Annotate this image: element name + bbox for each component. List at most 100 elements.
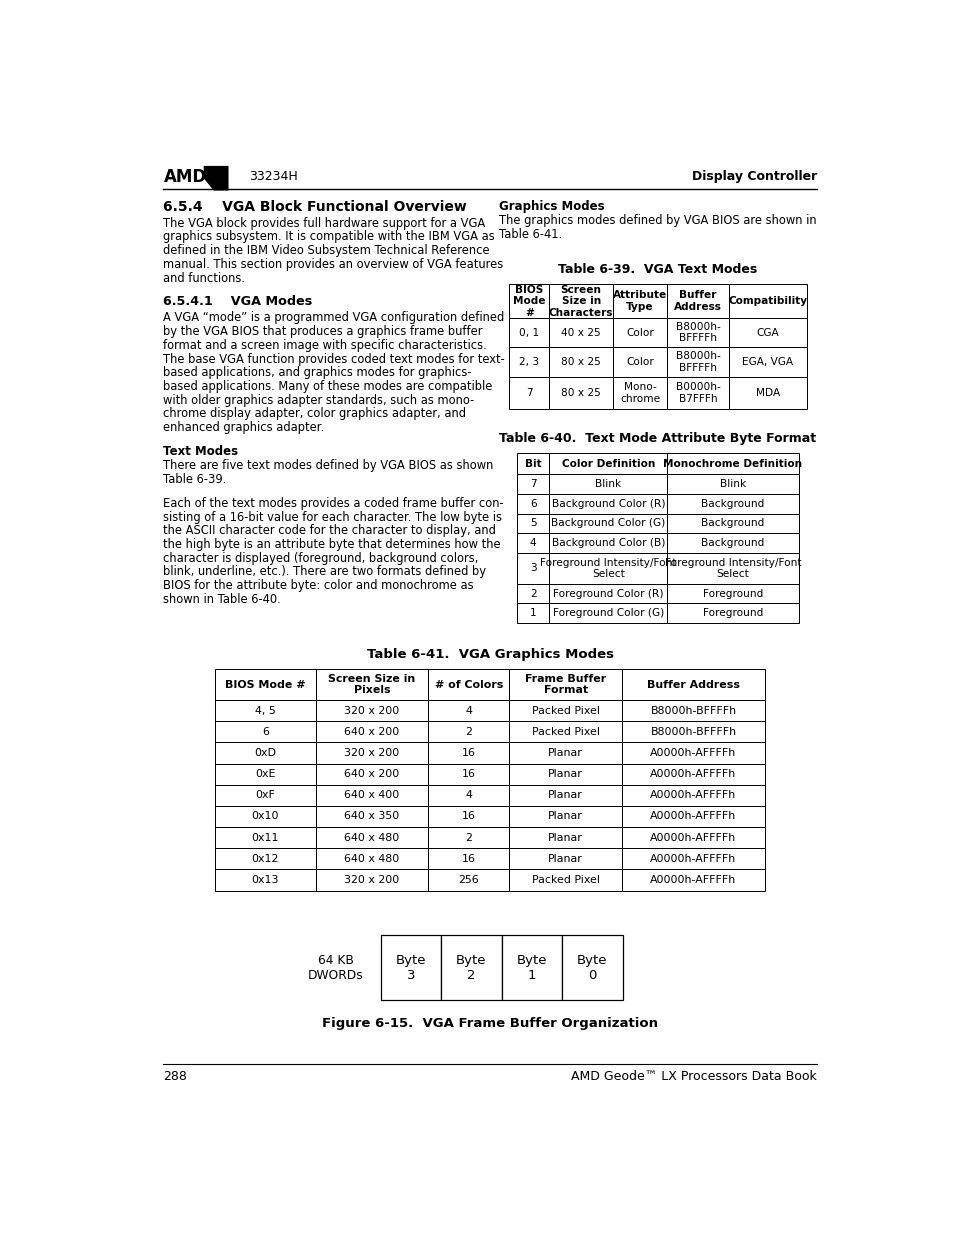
Text: 640 x 200: 640 x 200 — [344, 769, 399, 779]
Bar — [509, 700, 621, 721]
Text: Foreground Intensity/Font
Select: Foreground Intensity/Font Select — [539, 557, 676, 579]
Text: BIOS
Mode
#: BIOS Mode # — [513, 284, 545, 317]
Text: Table 6-41.  VGA Graphics Modes: Table 6-41. VGA Graphics Modes — [366, 647, 613, 661]
Text: Background Color (B): Background Color (B) — [551, 538, 664, 548]
Text: based applications. Many of these modes are compatible: based applications. Many of these modes … — [163, 380, 493, 393]
Text: 33234H: 33234H — [249, 170, 297, 183]
Bar — [549, 284, 612, 319]
Text: Background: Background — [700, 538, 764, 548]
Bar — [428, 827, 509, 848]
Polygon shape — [204, 165, 229, 190]
Text: 320 x 200: 320 x 200 — [344, 748, 399, 758]
Text: Table 6-39.  VGA Text Modes: Table 6-39. VGA Text Modes — [558, 263, 757, 277]
Bar — [549, 514, 666, 534]
Text: format and a screen image with specific characteristics.: format and a screen image with specific … — [163, 338, 487, 352]
Text: Packed Pixel: Packed Pixel — [531, 705, 599, 715]
Text: Byte
3: Byte 3 — [395, 953, 426, 982]
Bar — [509, 827, 621, 848]
Bar — [549, 553, 666, 584]
Bar — [315, 700, 428, 721]
Text: Planar: Planar — [548, 769, 582, 779]
Text: 7: 7 — [529, 479, 536, 489]
Text: Buffer Address: Buffer Address — [646, 679, 740, 689]
Bar — [728, 284, 806, 319]
Bar — [509, 763, 621, 784]
Text: # of Colors: # of Colors — [435, 679, 502, 689]
Text: Frame Buffer
Format: Frame Buffer Format — [524, 674, 605, 695]
Text: Byte
1: Byte 1 — [517, 953, 547, 982]
Text: Planar: Planar — [548, 790, 582, 800]
Bar — [621, 742, 764, 763]
Text: Foreground Intensity/Font
Select: Foreground Intensity/Font Select — [664, 557, 801, 579]
Text: Screen
Size in
Characters: Screen Size in Characters — [548, 284, 613, 317]
Text: The VGA block provides full hardware support for a VGA: The VGA block provides full hardware sup… — [163, 216, 485, 230]
Bar — [380, 935, 441, 1000]
Bar — [549, 453, 666, 474]
Bar — [214, 784, 315, 806]
Text: 0, 1: 0, 1 — [518, 327, 538, 337]
Bar — [621, 763, 764, 784]
Text: Figure 6-15.  VGA Frame Buffer Organization: Figure 6-15. VGA Frame Buffer Organizati… — [322, 1018, 658, 1030]
Bar — [428, 700, 509, 721]
Text: A0000h-AFFFFh: A0000h-AFFFFh — [650, 748, 736, 758]
Text: AMD: AMD — [163, 168, 207, 185]
Text: Byte
2: Byte 2 — [456, 953, 486, 982]
Text: the ASCII character code for the character to display, and: the ASCII character code for the charact… — [163, 525, 496, 537]
Text: Color Definition: Color Definition — [561, 458, 655, 468]
Bar — [666, 453, 798, 474]
Bar — [549, 584, 666, 604]
Bar — [621, 700, 764, 721]
Text: Planar: Planar — [548, 748, 582, 758]
Text: sisting of a 16-bit value for each character. The low byte is: sisting of a 16-bit value for each chara… — [163, 510, 502, 524]
Text: The graphics modes defined by VGA BIOS are shown in: The graphics modes defined by VGA BIOS a… — [498, 215, 816, 227]
Text: the high byte is an attribute byte that determines how the: the high byte is an attribute byte that … — [163, 538, 500, 551]
Text: Blink: Blink — [720, 479, 745, 489]
Text: B8000h-BFFFFh: B8000h-BFFFFh — [650, 726, 736, 737]
Text: 256: 256 — [458, 874, 478, 885]
Bar — [612, 284, 666, 319]
Text: 320 x 200: 320 x 200 — [344, 705, 399, 715]
Text: 6.5.4    VGA Block Functional Overview: 6.5.4 VGA Block Functional Overview — [163, 200, 467, 214]
Text: A0000h-AFFFFh: A0000h-AFFFFh — [650, 769, 736, 779]
Text: 640 x 400: 640 x 400 — [344, 790, 399, 800]
Text: Blink: Blink — [595, 479, 620, 489]
Text: MDA: MDA — [755, 388, 780, 398]
Bar — [612, 319, 666, 347]
Bar — [315, 827, 428, 848]
Text: B8000h-
BFFFFh: B8000h- BFFFFh — [675, 322, 720, 343]
Text: 5: 5 — [529, 519, 536, 529]
Text: Display Controller: Display Controller — [691, 170, 816, 183]
Text: with older graphics adapter standards, such as mono-: with older graphics adapter standards, s… — [163, 394, 475, 406]
Text: Bit: Bit — [524, 458, 541, 468]
Bar — [509, 319, 549, 347]
Bar — [214, 721, 315, 742]
Text: Background: Background — [700, 519, 764, 529]
Text: 0xD: 0xD — [254, 748, 276, 758]
Text: 0xE: 0xE — [254, 769, 275, 779]
Bar — [214, 763, 315, 784]
Bar — [549, 347, 612, 377]
Text: based applications, and graphics modes for graphics-: based applications, and graphics modes f… — [163, 367, 472, 379]
Bar — [509, 669, 621, 700]
Text: and functions.: and functions. — [163, 272, 245, 284]
Text: 3: 3 — [529, 563, 536, 573]
Bar — [621, 848, 764, 869]
Text: Planar: Planar — [548, 811, 582, 821]
Text: There are five text modes defined by VGA BIOS as shown: There are five text modes defined by VGA… — [163, 459, 494, 473]
Text: 64 KB
DWORDs: 64 KB DWORDs — [308, 953, 363, 982]
Bar — [315, 742, 428, 763]
Bar — [509, 284, 549, 319]
Text: 0x12: 0x12 — [252, 853, 278, 863]
Text: blink, underline, etc.). There are two formats defined by: blink, underline, etc.). There are two f… — [163, 566, 486, 578]
Text: 0x11: 0x11 — [252, 832, 279, 842]
Text: 288: 288 — [163, 1070, 187, 1083]
Bar — [214, 700, 315, 721]
Text: 6: 6 — [529, 499, 536, 509]
Text: 6.5.4.1    VGA Modes: 6.5.4.1 VGA Modes — [163, 295, 313, 309]
Bar — [509, 784, 621, 806]
Bar — [517, 584, 549, 604]
Text: Table 6-40.  Text Mode Attribute Byte Format: Table 6-40. Text Mode Attribute Byte For… — [498, 432, 816, 445]
Text: Planar: Planar — [548, 832, 582, 842]
Bar — [666, 514, 798, 534]
Text: B8000h-
BFFFFh: B8000h- BFFFFh — [675, 351, 720, 373]
